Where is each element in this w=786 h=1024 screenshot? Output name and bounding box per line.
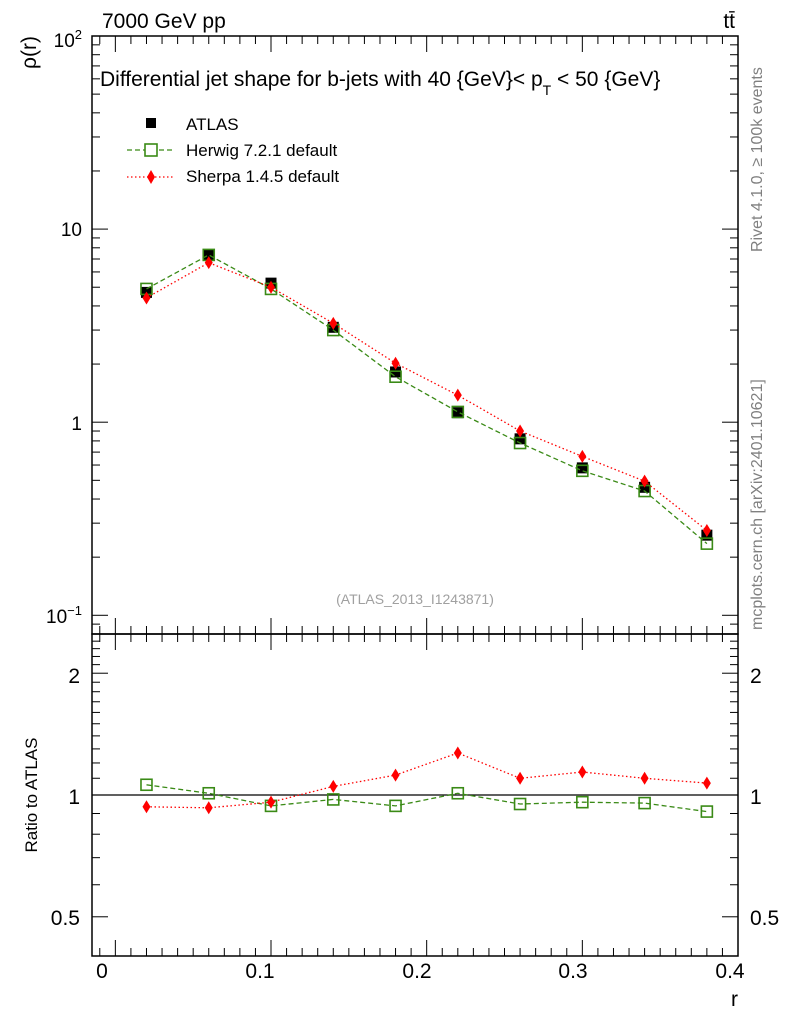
ratio-ytick-label-2: 2: [68, 665, 80, 688]
main-point-sherpa: [578, 449, 587, 463]
process-label: tt̄: [723, 10, 735, 33]
x-axis-label: r: [731, 988, 738, 1011]
legend-label-sherpa: Sherpa 1.4.5 default: [186, 167, 339, 186]
main-ytick-label-10: 10: [61, 220, 82, 241]
ratio-point-herwig: [513, 797, 527, 811]
ratio-point-herwig: [202, 786, 216, 800]
xtick-label-0p3: 0.3: [558, 960, 587, 983]
main-point-herwig: [389, 370, 402, 384]
main-line-herwig: [146, 254, 708, 545]
ratio-point-sherpa: [391, 768, 400, 782]
ratio-point-herwig: [389, 799, 402, 813]
ratio-point-sherpa: [267, 795, 276, 809]
main-point-sherpa: [329, 316, 338, 330]
main-series-layer: [140, 248, 714, 550]
main-point-sherpa: [391, 356, 400, 370]
main-point-sherpa: [204, 256, 213, 270]
main-point-sherpa: [640, 474, 649, 488]
xtick-label-0: 0: [96, 960, 108, 983]
ratio-point-herwig: [638, 796, 651, 810]
chart-title-sub: T: [543, 82, 552, 98]
axis-ticks: [92, 35, 739, 957]
ratio-point-sherpa: [204, 801, 213, 815]
main-ytick-label-0p1: 10−1: [46, 603, 82, 628]
ratio-point-herwig: [576, 795, 589, 809]
main-point-sherpa: [702, 523, 711, 537]
main-point-herwig: [700, 537, 714, 550]
main-ytick-label-100-exp: 2: [75, 27, 82, 42]
main-point-sherpa: [516, 424, 525, 438]
chart-title-tail: < 50 {GeV}: [551, 68, 660, 91]
main-point-herwig: [451, 405, 465, 419]
ratio-point-sherpa: [329, 779, 338, 793]
main-point-atlas: [203, 249, 215, 261]
xtick-label-0p1: 0.1: [245, 960, 274, 983]
main-ytick-label-1: 1: [71, 414, 82, 435]
main-point-sherpa: [267, 280, 276, 294]
xtick-label-0p2: 0.2: [402, 960, 431, 983]
main-line-sherpa: [146, 261, 708, 532]
ratio-line-sherpa: [146, 752, 707, 809]
ratio-point-sherpa: [578, 765, 587, 779]
ratio-point-herwig: [326, 793, 340, 806]
ratio-line-herwig: [146, 784, 707, 813]
ratio-ytick-label-0p5: 0.5: [51, 907, 80, 930]
legend-label-atlas: ATLAS: [186, 115, 239, 134]
ratio-point-sherpa: [702, 776, 711, 790]
ratio-point-sherpa: [640, 771, 649, 785]
legend-label-herwig: Herwig 7.2.1 default: [186, 141, 337, 160]
ratio-ytick-label-2-right: 2: [750, 665, 762, 688]
chart-title: Differential jet shape for b-jets with 4…: [100, 68, 660, 98]
ratio-point-sherpa: [453, 746, 462, 760]
legend: ATLAS Herwig 7.2.1 default Sherpa 1.4.5 …: [127, 115, 339, 186]
legend-marker-sherpa: [147, 170, 155, 184]
y-axis-label: ρ(r): [18, 36, 41, 69]
main-ytick-label-0p1-exp: −1: [67, 603, 82, 618]
main-point-herwig: [576, 464, 589, 478]
main-ytick-label-100: 102: [54, 27, 82, 52]
chart-title-main: Differential jet shape for b-jets with 4…: [100, 68, 543, 91]
rivet-label: Rivet 4.1.0, ≥ 100k events: [749, 67, 766, 252]
source-label: mcplots.cern.ch [arXiv:2401.10621]: [749, 379, 766, 630]
ratio-series-layer: [140, 746, 714, 818]
xtick-label-0p4: 0.4: [715, 960, 745, 983]
legend-marker-atlas: [146, 118, 156, 128]
ratio-point-herwig: [700, 805, 714, 818]
main-ytick-label-100-base: 10: [54, 31, 75, 52]
main-ytick-label-0p1-base: 10: [46, 607, 67, 628]
ratio-ytick-label-1-right: 1: [750, 786, 762, 809]
ratio-y-axis-label: Ratio to ATLAS: [22, 738, 41, 853]
ratio-ytick-label-0p5-right: 0.5: [750, 907, 779, 930]
main-point-atlas: [576, 462, 588, 474]
main-point-sherpa: [142, 291, 151, 305]
ratio-point-sherpa: [516, 771, 525, 785]
ratio-point-herwig: [140, 778, 153, 792]
legend-marker-herwig: [144, 143, 158, 157]
main-point-atlas: [514, 433, 526, 445]
ratio-point-herwig: [451, 786, 465, 800]
main-point-sherpa: [453, 388, 462, 402]
main-point-herwig: [513, 436, 527, 450]
energy-label: 7000 GeV pp: [102, 10, 226, 33]
ratio-ytick-label-1: 1: [68, 786, 80, 809]
main-point-atlas: [452, 407, 464, 419]
analysis-watermark: (ATLAS_2013_I1243871): [336, 591, 494, 607]
ratio-point-sherpa: [142, 800, 151, 814]
